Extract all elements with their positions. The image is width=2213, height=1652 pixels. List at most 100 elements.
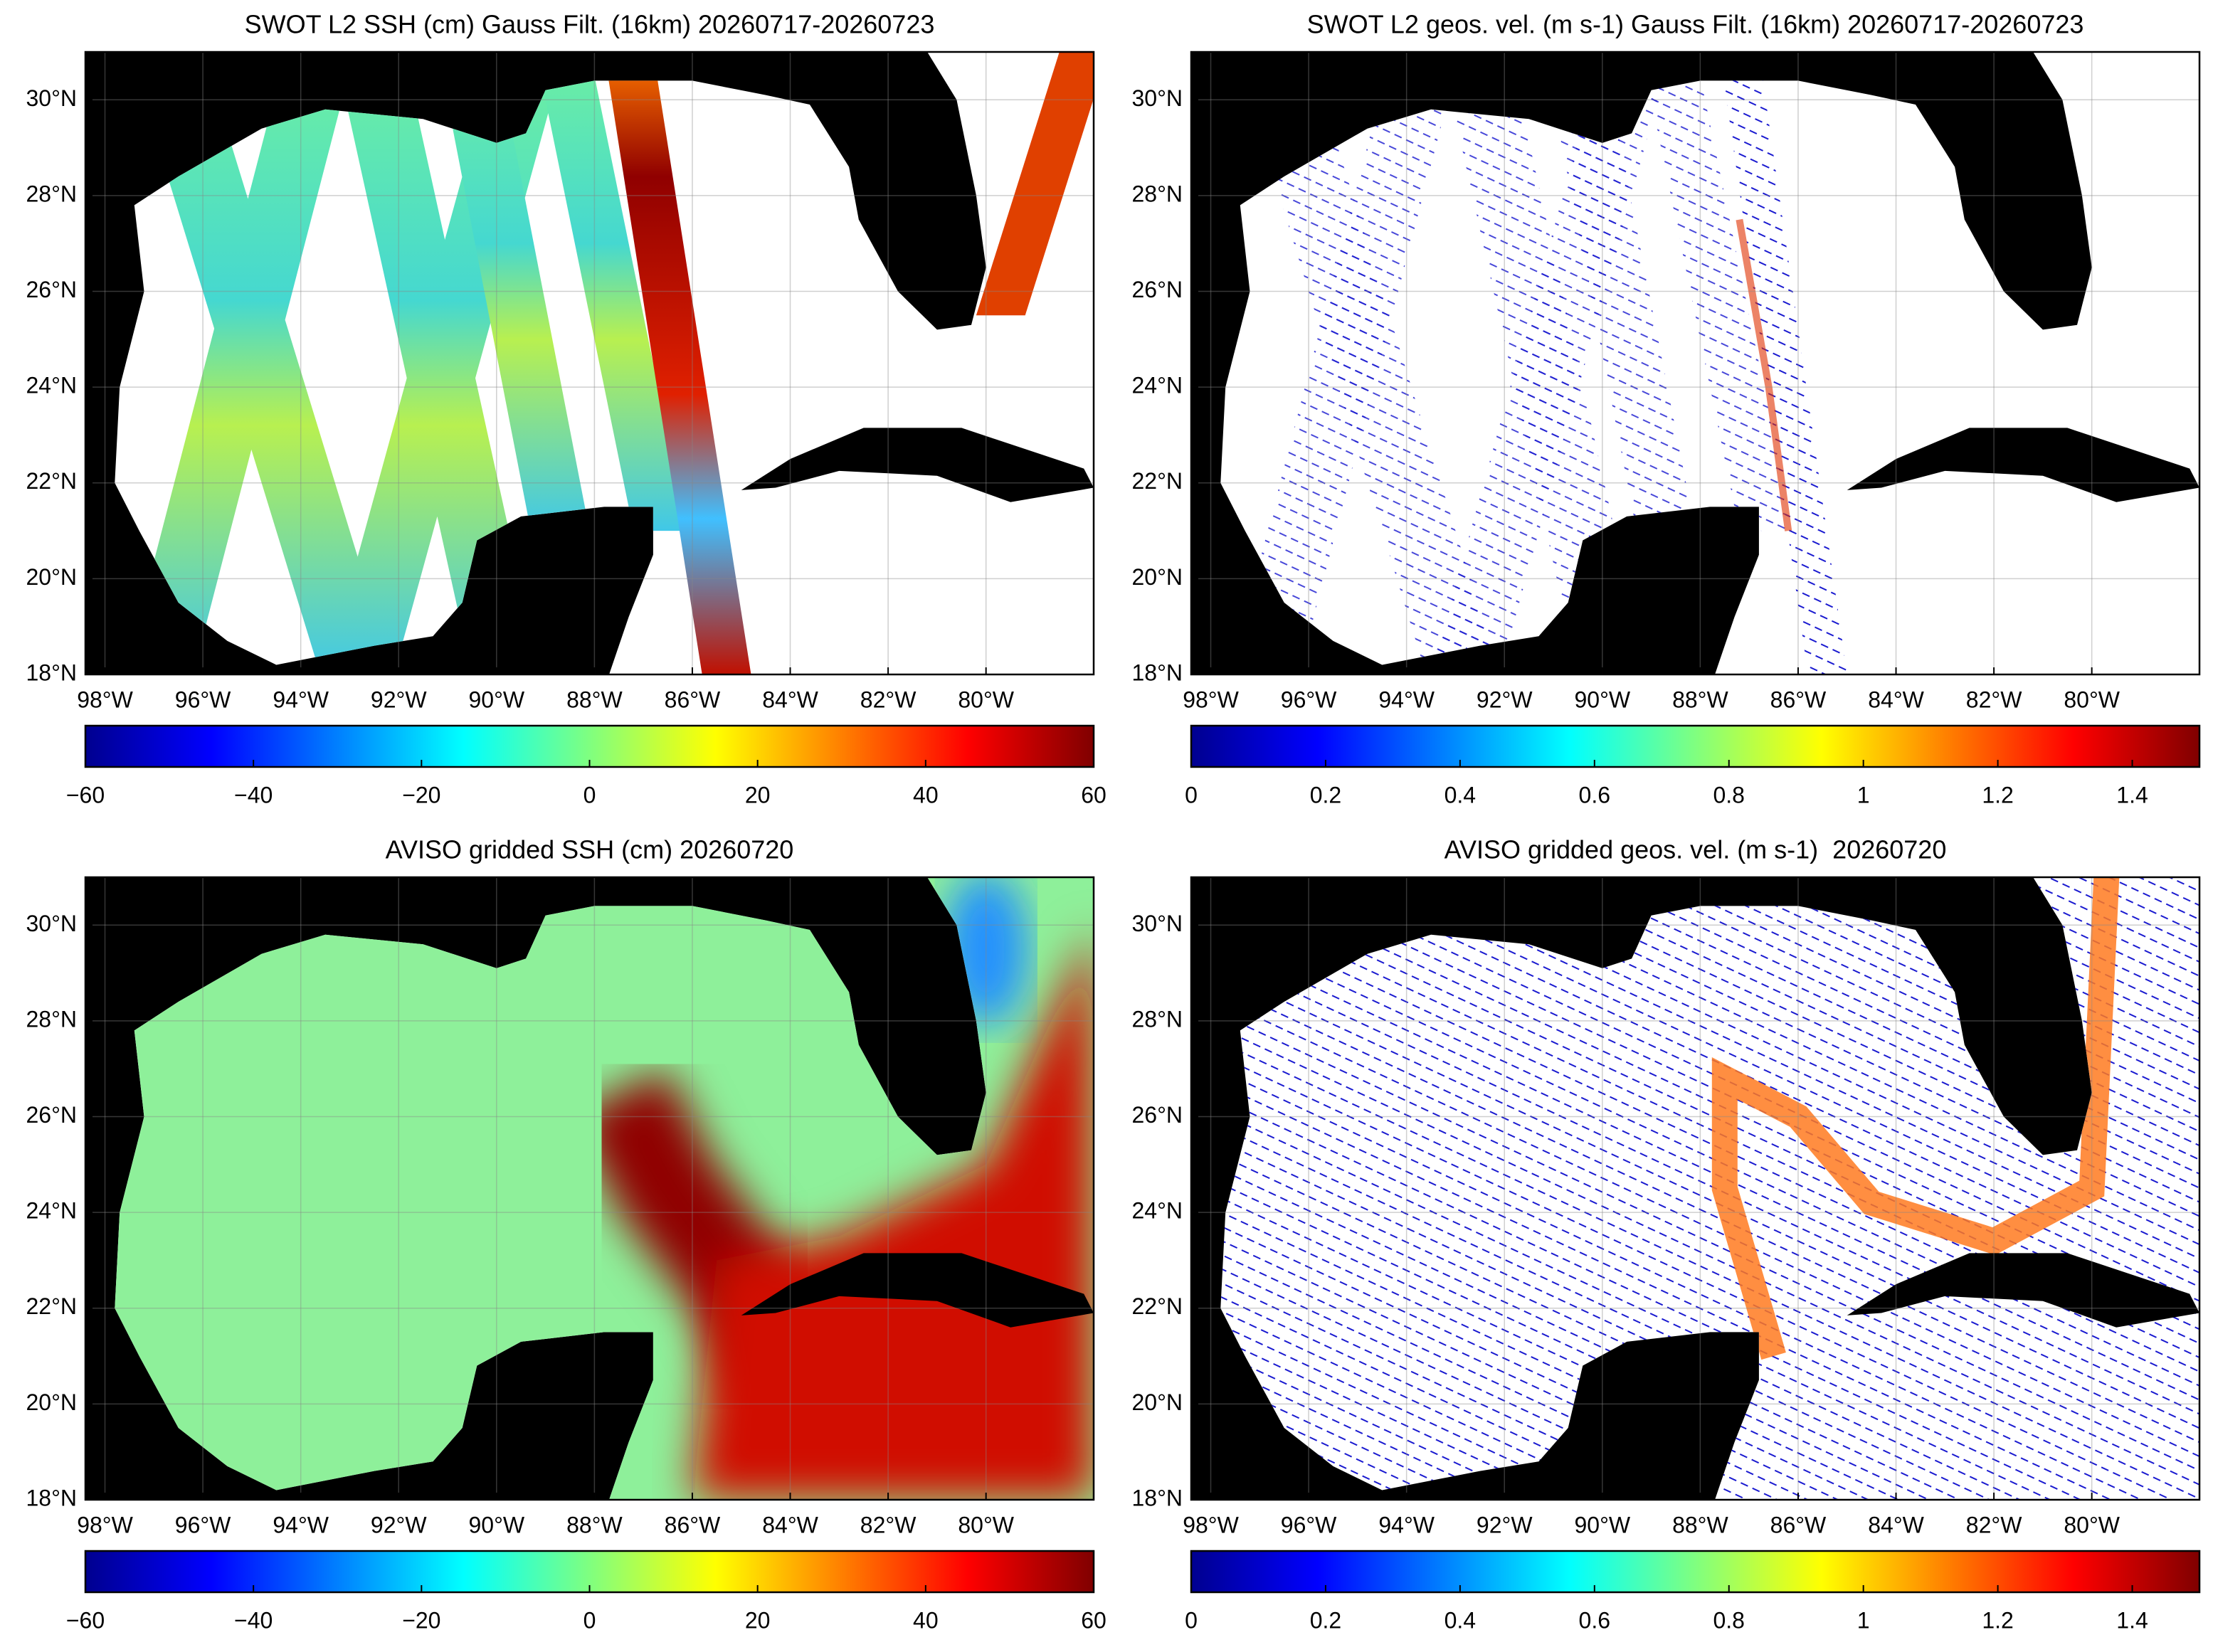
- y-tick-label: 22°N: [1132, 468, 1183, 494]
- x-tick-label: 84°W: [1868, 1512, 1924, 1537]
- x-tick-label: 96°W: [1281, 687, 1337, 712]
- x-tick-label: 92°W: [1477, 1512, 1533, 1537]
- y-tick-label: 18°N: [26, 660, 78, 685]
- y-tick-label: 30°N: [26, 911, 78, 936]
- swath: [1230, 52, 1461, 674]
- x-tick-label: 88°W: [566, 1512, 623, 1537]
- colorbar-tick-label: 0: [1185, 1607, 1198, 1633]
- y-tick-label: 20°N: [1132, 1389, 1183, 1415]
- colorbar-tick-label: 0.2: [1310, 782, 1341, 808]
- x-tick-label: 82°W: [1966, 1512, 2022, 1537]
- colorbar-tick-label: 60: [1081, 782, 1106, 808]
- cuba: [741, 1253, 1094, 1328]
- y-tick-label: 30°N: [26, 85, 78, 111]
- field: [125, 52, 1094, 674]
- swath: [535, 52, 688, 531]
- colorbar-tick-label: −20: [402, 782, 440, 808]
- cuba: [1847, 428, 2199, 502]
- colorbar-tick-label: −60: [66, 1607, 105, 1633]
- y-tick-label: 20°N: [26, 564, 78, 590]
- x-tick-label: 80°W: [958, 687, 1014, 712]
- y-tick-label: 18°N: [1132, 1485, 1183, 1510]
- map-area: [1191, 52, 2199, 674]
- x-tick-label: 86°W: [665, 1512, 721, 1537]
- y-tick-label: 24°N: [1132, 373, 1183, 398]
- colorbar-tick-label: 0.4: [1444, 1607, 1476, 1633]
- panel-title: AVISO gridded SSH (cm) 20260720: [386, 835, 794, 864]
- x-tick-label: 92°W: [1477, 687, 1533, 712]
- x-tick-label: 94°W: [1378, 687, 1435, 712]
- x-tick-label: 88°W: [566, 687, 623, 712]
- x-tick-label: 98°W: [77, 1512, 133, 1537]
- x-tick-label: 94°W: [273, 687, 329, 712]
- y-tick-label: 24°N: [1132, 1198, 1183, 1224]
- y-tick-label: 28°N: [1132, 1006, 1183, 1032]
- colorbar-tick-label: 20: [745, 782, 771, 808]
- x-tick-label: 90°W: [1575, 1512, 1631, 1537]
- frame: [84, 876, 1095, 1501]
- current: [1736, 218, 1792, 531]
- y-tick-label: 26°N: [1132, 277, 1183, 302]
- colorbar-tick-label: 0.4: [1444, 782, 1476, 808]
- swath: [438, 52, 590, 531]
- x-tick-label: 84°W: [1868, 687, 1924, 712]
- colorbar: [1190, 724, 2201, 768]
- map-area: [85, 52, 1094, 674]
- swath: [125, 52, 355, 674]
- x-tick-label: 82°W: [1966, 687, 2022, 712]
- loop-current: [1711, 877, 2120, 1360]
- field: [1230, 52, 1847, 674]
- colorbar-tick-label: 1: [1857, 782, 1870, 808]
- colorbar-tick-label: 60: [1081, 1607, 1106, 1633]
- colorbar-tick-label: 0.8: [1713, 782, 1744, 808]
- y-tick-label: 26°N: [26, 1102, 78, 1128]
- x-tick-label: 80°W: [958, 1512, 1014, 1537]
- colorbar-tick-label: 1: [1857, 1607, 1870, 1633]
- y-tick-label: 30°N: [1132, 85, 1183, 111]
- x-tick-label: 86°W: [1770, 1512, 1827, 1537]
- y-tick-label: 22°N: [1132, 1293, 1183, 1319]
- cuba: [741, 428, 1094, 502]
- y-tick-label: 18°N: [1132, 660, 1183, 685]
- panel-title: AVISO gridded geos. vel. (m s-1) 2026072…: [1444, 835, 1947, 864]
- x-tick-label: 88°W: [1672, 687, 1728, 712]
- x-tick-label: 96°W: [1281, 1512, 1337, 1537]
- y-tick-label: 26°N: [26, 277, 78, 302]
- x-tick-label: 92°W: [371, 687, 427, 712]
- y-tick-label: 22°N: [26, 468, 78, 494]
- frame: [1190, 876, 2201, 1501]
- map-panel: 98°W 96°W 94°W 92°W 90°W 88°W 86°W 84°W 82°W 80°W…: [1132, 10, 2201, 808]
- colorbar-tick-label: 0.8: [1713, 1607, 1744, 1633]
- x-tick-label: 98°W: [77, 687, 133, 712]
- panel-title: SWOT L2 SSH (cm) Gauss Filt. (16km) 2026…: [245, 10, 935, 39]
- map-area: [85, 877, 1094, 1500]
- map-panel: 98°W 96°W 94°W 92°W 90°W 88°W 86°W 84°W 82°W 80°W…: [26, 10, 1106, 808]
- x-tick-label: 82°W: [860, 687, 917, 712]
- warm-region: [692, 925, 1094, 1500]
- x-tick-label: 86°W: [1770, 687, 1827, 712]
- colorbar-tick-label: 0.6: [1579, 1607, 1610, 1633]
- y-tick-label: 20°N: [26, 1389, 78, 1415]
- x-tick-label: 96°W: [175, 1512, 231, 1537]
- map-area: [1191, 877, 2199, 1500]
- swath: [604, 52, 751, 674]
- frame: [1190, 51, 2201, 676]
- colorbar-tick-label: 0: [583, 782, 596, 808]
- colorbar-tick-label: 40: [913, 782, 939, 808]
- x-tick-label: 98°W: [1183, 1512, 1239, 1537]
- colorbar-tick-label: −60: [66, 782, 105, 808]
- x-tick-label: 90°W: [469, 687, 525, 712]
- y-tick-label: 24°N: [26, 1198, 78, 1224]
- swath: [976, 52, 1094, 316]
- x-tick-label: 86°W: [665, 687, 721, 712]
- y-tick-label: 24°N: [26, 373, 78, 398]
- colorbar-tick-label: 0: [1185, 782, 1198, 808]
- y-tick-label: 22°N: [26, 1293, 78, 1319]
- colorbar-tick-label: −40: [234, 782, 273, 808]
- colorbar-tick-label: 20: [745, 1607, 771, 1633]
- colorbar: [1190, 1550, 2201, 1594]
- x-tick-label: 96°W: [175, 687, 231, 712]
- colorbar-tick-label: −20: [402, 1607, 440, 1633]
- y-tick-label: 20°N: [1132, 564, 1183, 590]
